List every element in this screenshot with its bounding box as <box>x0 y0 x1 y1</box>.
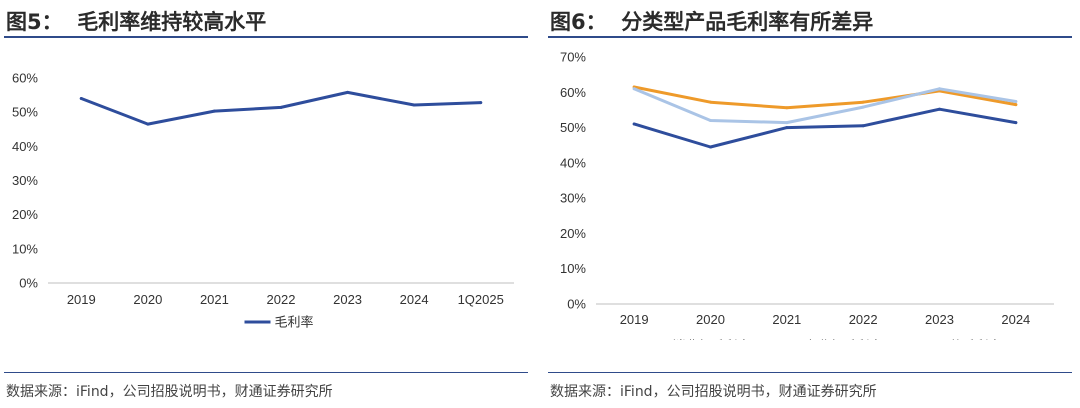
data-point <box>709 119 712 123</box>
y-tick-label: 50% <box>560 120 586 135</box>
data-point <box>412 103 416 107</box>
data-point <box>861 105 865 109</box>
data-point <box>279 105 283 109</box>
y-tick-label: 20% <box>560 226 586 241</box>
data-point <box>785 106 789 110</box>
data-point <box>709 100 712 104</box>
data-point <box>346 90 350 94</box>
y-tick-label: 10% <box>560 261 586 276</box>
figure-5-title: 图5： 毛利率维持较高水平 <box>6 10 267 34</box>
x-tick-label: 2019 <box>67 292 96 307</box>
series-line <box>632 87 1018 125</box>
figure-5-bottom-rule <box>4 372 528 373</box>
data-point <box>785 126 789 130</box>
legend-label: 配件毛利率 <box>937 339 1002 341</box>
figure-5-top-rule <box>4 36 528 38</box>
y-tick-label: 50% <box>12 105 38 120</box>
data-point <box>1014 99 1018 103</box>
data-point <box>861 124 865 128</box>
series-line <box>632 107 1018 149</box>
data-point <box>146 122 150 126</box>
y-tick-label: 0% <box>19 276 38 291</box>
figure-6-chart: 0% 10% 20% 30% 40% 50% 60% 70% 2019 2020 2021 2022 2… <box>560 50 1054 341</box>
y-tick-label: 30% <box>560 191 586 206</box>
figure-6-bottom-rule <box>548 372 1072 373</box>
x-tick-label: 2022 <box>267 292 296 307</box>
legend-label: 毛利率 <box>275 315 314 330</box>
x-tick-label: 2023 <box>333 292 362 307</box>
data-point <box>709 145 712 149</box>
x-tick-label: 2021 <box>200 292 229 307</box>
data-point <box>632 87 636 91</box>
y-tick-label: 40% <box>560 155 586 170</box>
y-tick-label: 0% <box>567 297 586 312</box>
y-tick-label: 40% <box>12 139 38 154</box>
data-point <box>938 107 941 111</box>
y-tick-label: 60% <box>12 71 38 86</box>
series-line <box>632 85 1018 110</box>
data-point <box>632 122 636 126</box>
data-point <box>938 87 941 91</box>
data-point <box>212 109 216 113</box>
figure-6-top-rule <box>548 36 1072 38</box>
data-point <box>1014 103 1018 107</box>
figure-5-source: 数据来源：iFind，公司招股说明书，财通证券研究所 <box>6 384 333 400</box>
figure-5-chart: 0% 10% 20% 30% 40% 50% 60% 2019 2020 2021 2022 2023… <box>12 71 514 330</box>
y-tick-label: 20% <box>12 207 38 222</box>
y-tick-label: 10% <box>12 241 38 256</box>
figure-6-title: 图6： 分类型产品毛利率有所差异 <box>550 10 874 34</box>
data-point <box>79 97 83 100</box>
x-tick-label: 2021 <box>772 312 801 327</box>
data-point <box>861 100 865 104</box>
x-tick-label: 2020 <box>696 312 725 327</box>
y-tick-label: 60% <box>560 85 586 100</box>
legend-label: 专业级毛利率 <box>805 339 883 341</box>
data-point <box>785 121 789 125</box>
y-tick-label: 30% <box>12 173 38 188</box>
data-point <box>1014 121 1018 125</box>
figure-6-panel: 图6： 分类型产品毛利率有所差异 0% 10% 20% 30% 40% 50% 60% 70%… <box>548 0 1076 408</box>
x-tick-label: 2024 <box>1001 312 1030 327</box>
x-tick-label: 1Q2025 <box>458 292 504 307</box>
x-tick-label: 2024 <box>400 292 429 307</box>
figure-5-panel: 图5： 毛利率维持较高水平 0% 10% 20% 30% 40% 50% 60% 2019 20… <box>4 0 532 408</box>
x-tick-label: 2023 <box>925 312 954 327</box>
legend-label: 消费级毛利率 <box>673 339 751 341</box>
data-point <box>479 101 483 105</box>
figure-6-source: 数据来源：iFind，公司招股说明书，财通证券研究所 <box>550 384 877 400</box>
x-tick-label: 2022 <box>849 312 878 327</box>
y-tick-label: 70% <box>560 50 586 65</box>
x-tick-label: 2019 <box>620 312 649 327</box>
x-tick-label: 2020 <box>133 292 162 307</box>
